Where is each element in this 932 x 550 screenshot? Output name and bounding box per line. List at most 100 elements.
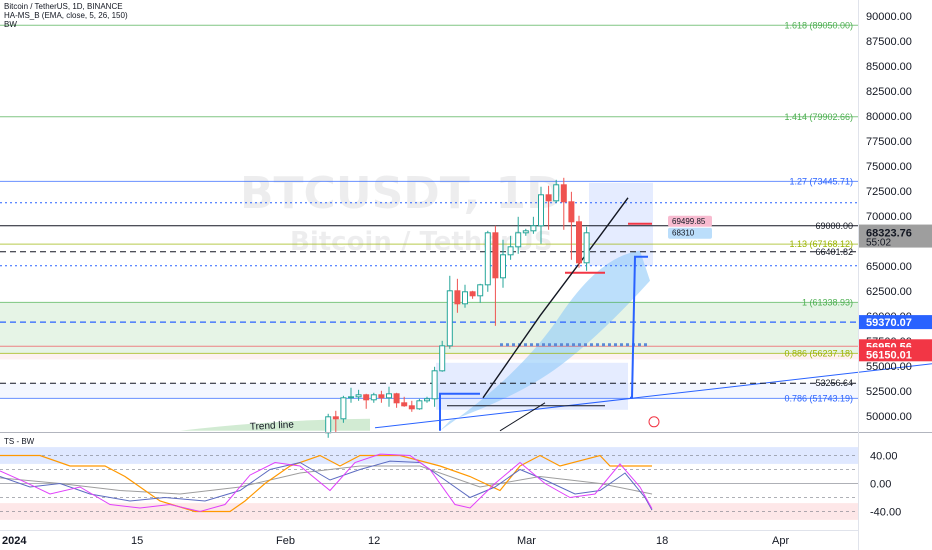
- x-tick-label: 18: [656, 535, 668, 547]
- osc-y-tick: 0.00: [870, 479, 891, 491]
- osc-signal-line: [0, 465, 653, 495]
- candle-body: [431, 370, 438, 400]
- candle-body: [446, 290, 453, 347]
- candle[interactable]: [484, 230, 491, 292]
- candle[interactable]: [439, 340, 446, 372]
- candle[interactable]: [393, 392, 400, 408]
- candle[interactable]: [340, 395, 347, 423]
- candle-body: [568, 201, 575, 223]
- horizontal-level-label: 69000.00: [815, 221, 853, 231]
- indicator-label-bw[interactable]: BW: [4, 20, 17, 29]
- candle[interactable]: [378, 390, 385, 403]
- watermark-symbol: BTCUSDT, 1D: [240, 168, 563, 219]
- candle[interactable]: [454, 278, 461, 313]
- candle-body: [576, 221, 582, 264]
- trend-line: [374, 363, 932, 429]
- x-tick-label: 12: [368, 535, 380, 547]
- candle-body: [500, 254, 506, 279]
- fib-level-label: 1.27 (73445.71): [789, 176, 853, 186]
- candle[interactable]: [477, 283, 484, 303]
- y-tick-label: 70000.00: [866, 211, 912, 223]
- price-axis-border: [858, 0, 859, 550]
- osc-y-tick: 40.00: [870, 451, 898, 463]
- candle-body: [583, 232, 590, 264]
- x-tick-label: Apr: [772, 535, 789, 547]
- symbol-title[interactable]: Bitcoin / TetherUS, 1D, BINANCE: [4, 2, 123, 11]
- fib-level-label: 1.13 (67168.12): [789, 239, 853, 249]
- candle[interactable]: [538, 186, 544, 244]
- candle[interactable]: [492, 225, 499, 326]
- candle[interactable]: [583, 226, 590, 271]
- candle[interactable]: [469, 290, 476, 299]
- candle[interactable]: [568, 191, 575, 260]
- candle[interactable]: [401, 396, 408, 407]
- price-badge: [859, 315, 932, 330]
- annotation-box: [668, 215, 712, 227]
- ema-band-green: [180, 418, 370, 431]
- candle[interactable]: [500, 239, 506, 288]
- candle[interactable]: [576, 215, 582, 268]
- annotation-label: 68310: [672, 229, 695, 238]
- fib-level-label: 0.786 (51743.19): [784, 393, 853, 403]
- candle[interactable]: [332, 410, 339, 433]
- osc-y-tick: -40.00: [870, 507, 901, 519]
- candle-body: [545, 194, 552, 202]
- candle[interactable]: [560, 177, 567, 230]
- candle[interactable]: [416, 398, 423, 410]
- candle-body: [355, 394, 362, 398]
- trend-path: [482, 197, 629, 399]
- candle-body: [363, 394, 370, 401]
- step-line-2: [630, 255, 648, 399]
- candle-body: [507, 246, 514, 256]
- candle-body: [553, 184, 560, 202]
- y-tick-label: 75000.00: [866, 161, 912, 173]
- candle-body: [332, 416, 339, 420]
- candle[interactable]: [446, 275, 453, 349]
- pane-separator: [0, 432, 932, 433]
- x-tick-label: Feb: [276, 535, 295, 547]
- candle[interactable]: [348, 387, 354, 403]
- diag-line: [499, 402, 546, 432]
- y-tick-label: 90000.00: [866, 11, 912, 23]
- candle[interactable]: [386, 386, 392, 407]
- x-tick-label: Mar: [517, 535, 536, 547]
- candle-body: [401, 402, 408, 407]
- indicator-label-hams[interactable]: HA-MS_B (EMA, close, 5, 26, 150): [4, 11, 128, 20]
- annotation-box: [668, 227, 712, 239]
- candle[interactable]: [545, 185, 552, 230]
- candle[interactable]: [530, 216, 537, 234]
- candle-body: [522, 230, 529, 234]
- candle-body: [492, 232, 499, 279]
- osc-magenta-line: [0, 453, 653, 513]
- osc-blue-line: [0, 460, 653, 511]
- candle-body: [424, 398, 430, 402]
- fib-zone-blue: [0, 383, 858, 399]
- candle-body: [538, 194, 544, 227]
- candle[interactable]: [424, 396, 430, 403]
- candle-body: [386, 393, 392, 399]
- candle[interactable]: [431, 366, 438, 407]
- price-badge: [859, 347, 932, 362]
- candle[interactable]: [408, 400, 415, 412]
- horizontal-level-label: 66401.82: [815, 247, 853, 257]
- candle-body: [340, 397, 347, 420]
- y-tick-label: 52500.00: [866, 386, 912, 398]
- candle-body: [416, 400, 423, 410]
- candle[interactable]: [553, 179, 560, 203]
- step-line: [439, 392, 480, 431]
- lightning-icon[interactable]: [648, 416, 660, 428]
- candle[interactable]: [462, 284, 468, 308]
- y-tick-label: 82500.00: [866, 86, 912, 98]
- candle[interactable]: [370, 392, 377, 403]
- candle[interactable]: [355, 389, 362, 401]
- candle[interactable]: [507, 235, 514, 260]
- candle[interactable]: [515, 216, 522, 254]
- candle[interactable]: [363, 393, 370, 409]
- candle-body: [477, 284, 484, 297]
- fib-level-label: 0.886 (56237.18): [784, 348, 853, 358]
- candle[interactable]: [522, 228, 529, 236]
- y-tick-label: 62500.00: [866, 286, 912, 298]
- fib-level-label: 1 (61338.93): [802, 297, 853, 307]
- oscillator-label[interactable]: TS - BW: [4, 437, 35, 446]
